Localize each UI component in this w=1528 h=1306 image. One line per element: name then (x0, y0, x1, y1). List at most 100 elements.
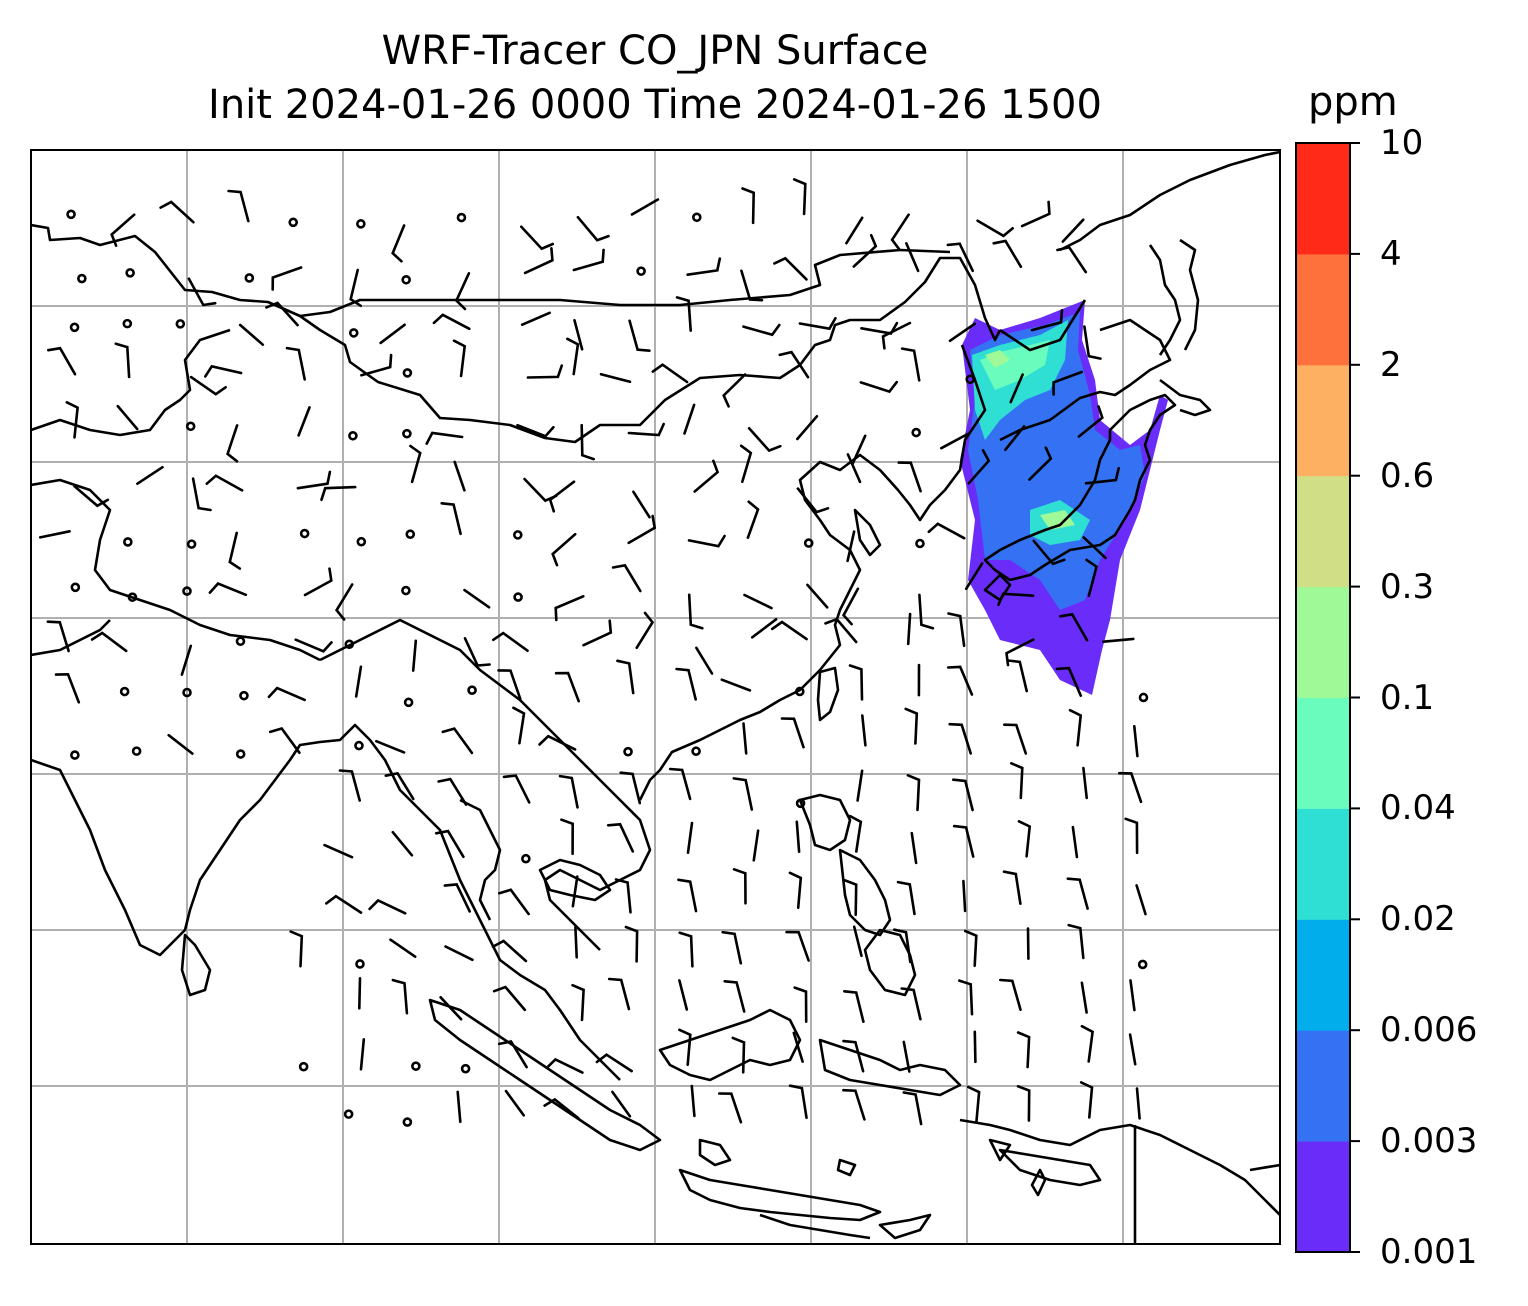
wind-barb (806, 583, 829, 609)
wind-barb (890, 213, 910, 251)
wind-barb (289, 930, 304, 968)
wind-barb (902, 1091, 923, 1126)
wind-barb (1068, 708, 1083, 747)
wind-barb (454, 272, 471, 311)
wind-barb (297, 406, 311, 437)
calm-wind-marker (123, 537, 133, 547)
wind-barb (571, 875, 579, 908)
wind-barb (721, 930, 743, 965)
wind-barb (1083, 325, 1102, 360)
wind-barb (723, 980, 746, 1013)
calm-wind-marker (175, 319, 186, 329)
wind-barb (268, 726, 301, 754)
wind-barb (444, 945, 474, 962)
wind-barb (1133, 725, 1139, 758)
wind-barb (303, 567, 333, 597)
wind-barb (136, 465, 164, 485)
calm-wind-marker (401, 585, 411, 596)
wind-barb (452, 339, 467, 378)
wind-barb (1020, 200, 1051, 228)
wind-barb (338, 769, 361, 802)
calm-wind-marker (354, 740, 364, 751)
wind-barb (554, 671, 580, 703)
wind-barb (846, 453, 862, 484)
wind-barb (962, 879, 967, 913)
wind-barb (38, 530, 71, 539)
wind-barb (359, 1038, 366, 1071)
wind-barb (1129, 979, 1136, 1012)
wind-barb (497, 669, 522, 701)
calm-wind-marker (456, 212, 467, 223)
colorbar-band (1296, 1141, 1350, 1253)
wind-barb (441, 727, 474, 755)
wind-barb (566, 337, 580, 376)
wind-barb (732, 777, 754, 811)
wind-barb (718, 1092, 743, 1124)
colorbar-tick-label: 0.3 (1380, 566, 1435, 607)
wind-barb (1124, 817, 1139, 855)
wind-barb (793, 986, 808, 1023)
calm-wind-marker (185, 421, 196, 432)
wind-barb (1004, 425, 1026, 452)
wind-barb (492, 985, 527, 1012)
calm-wind-marker (70, 750, 80, 760)
wind-barb (437, 777, 468, 806)
wind-barb (845, 216, 864, 245)
wind-barb (1016, 1085, 1031, 1122)
colorbar-tick-label: 0.003 (1380, 1121, 1478, 1162)
wind-barb (384, 771, 415, 801)
wind-barb (796, 415, 819, 441)
colorbar-tick-label: 10 (1380, 123, 1424, 163)
calm-wind-marker (355, 959, 365, 969)
wind-barb (1071, 825, 1079, 859)
wind-barb (73, 485, 110, 508)
wind-barb (750, 618, 778, 639)
wind-barb (1118, 771, 1143, 804)
wind-barb (320, 485, 357, 501)
wind-barb (463, 637, 491, 667)
wind-barb (368, 898, 407, 915)
wind-barb (1079, 1081, 1094, 1119)
wind-barb (897, 461, 922, 493)
wind-barb (952, 824, 975, 858)
calm-wind-marker (131, 746, 142, 756)
wind-barb (687, 534, 726, 548)
colorbar (1295, 142, 1360, 1253)
wind-barb (391, 830, 414, 857)
calm-wind-marker (467, 685, 477, 695)
wind-barb (792, 1031, 804, 1063)
wind-barb (571, 983, 585, 1022)
calm-wind-marker (66, 209, 76, 220)
wind-barb (538, 734, 577, 751)
wind-barb (46, 620, 70, 653)
wind-barb (456, 1090, 462, 1124)
wind-barb (574, 926, 578, 959)
wind-barb (54, 672, 81, 704)
wind-barb (796, 487, 830, 514)
colorbar-band (1296, 253, 1350, 366)
wind-barb (695, 646, 714, 675)
wind-barb (411, 639, 418, 672)
calm-wind-marker (1138, 692, 1149, 703)
calm-wind-marker (623, 746, 633, 757)
wind-barb (742, 323, 781, 337)
wind-barb (616, 659, 635, 695)
wind-barb (325, 894, 363, 914)
wind-barb (271, 266, 303, 291)
coastlines (31, 150, 1280, 1244)
wind-barb (720, 678, 752, 692)
wind-barb (619, 771, 642, 805)
wind-barb (65, 401, 79, 439)
wind-barb (1084, 467, 1120, 485)
calm-wind-marker (1137, 959, 1148, 970)
colorbar-tick-label: 0.02 (1380, 899, 1456, 940)
wind-barb (678, 1028, 692, 1066)
wind-barb (238, 323, 265, 346)
wind-barb (512, 706, 526, 745)
calm-wind-marker (343, 1109, 354, 1119)
wind-barb (896, 880, 916, 916)
wind-barb (1082, 536, 1107, 560)
wind-barb (628, 319, 651, 352)
wind-barb (1061, 218, 1085, 243)
calm-wind-marker (513, 592, 523, 602)
